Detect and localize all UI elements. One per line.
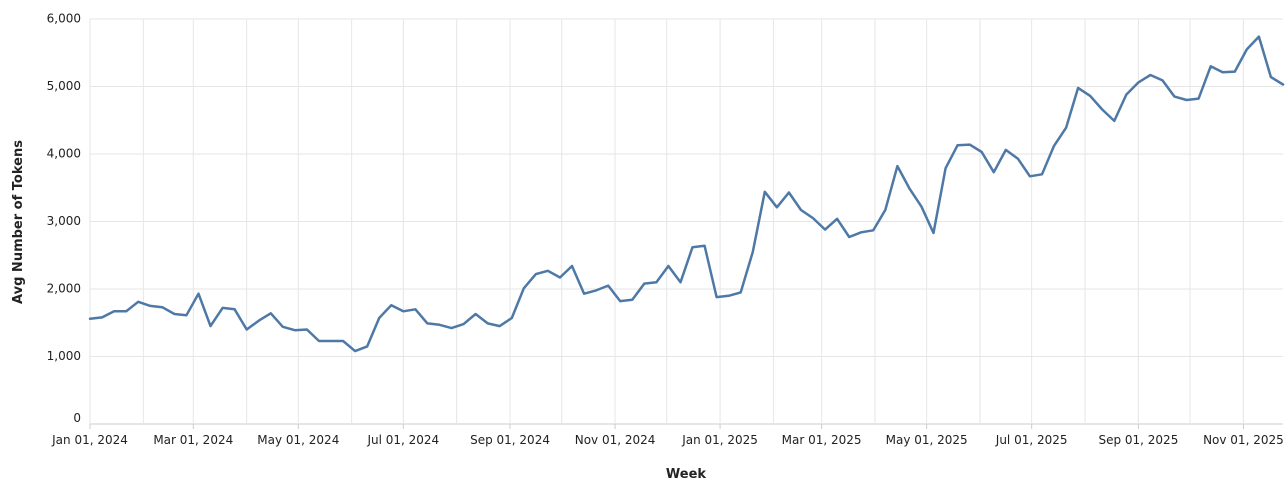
x-tick-label: Sep 01, 2025 [1098, 433, 1178, 447]
y-tick-label: 3,000 [47, 214, 81, 228]
x-tick-label: Jan 01, 2024 [51, 433, 128, 447]
grid-layer [89, 18, 1283, 425]
series-layer [88, 35, 1285, 353]
x-axis-title: Week [666, 467, 707, 480]
x-tick-label: May 01, 2025 [886, 433, 968, 447]
y-tick-label: 1,000 [47, 349, 81, 363]
x-tick-label: Mar 01, 2025 [782, 433, 862, 447]
x-tick-label: Nov 01, 2024 [575, 433, 656, 447]
y-tick-label: 0 [73, 411, 81, 425]
x-tick-label: Mar 01, 2024 [153, 433, 233, 447]
y-axis-ticks: 0 1,000 2,000 3,000 4,000 5,000 6,000 [47, 12, 81, 426]
x-axis-ticks: Jan 01, 2024 Mar 01, 2024 May 01, 2024 Jul … [51, 424, 1284, 447]
x-tick-label: Nov 01, 2025 [1203, 433, 1284, 447]
y-tick-label: 5,000 [47, 79, 81, 93]
y-tick-label: 4,000 [47, 147, 81, 161]
x-tick-label: May 01, 2024 [257, 433, 339, 447]
x-tick-label: Jul 01, 2025 [995, 433, 1068, 447]
y-axis-title: Avg Number of Tokens [11, 140, 26, 304]
y-tick-label: 6,000 [47, 12, 81, 26]
x-tick-label: Sep 01, 2024 [470, 433, 550, 447]
series-line [88, 35, 1285, 353]
x-tick-label: Jan 01, 2025 [681, 433, 758, 447]
x-tick-label: Jul 01, 2024 [366, 433, 439, 447]
y-tick-label: 2,000 [47, 282, 81, 296]
